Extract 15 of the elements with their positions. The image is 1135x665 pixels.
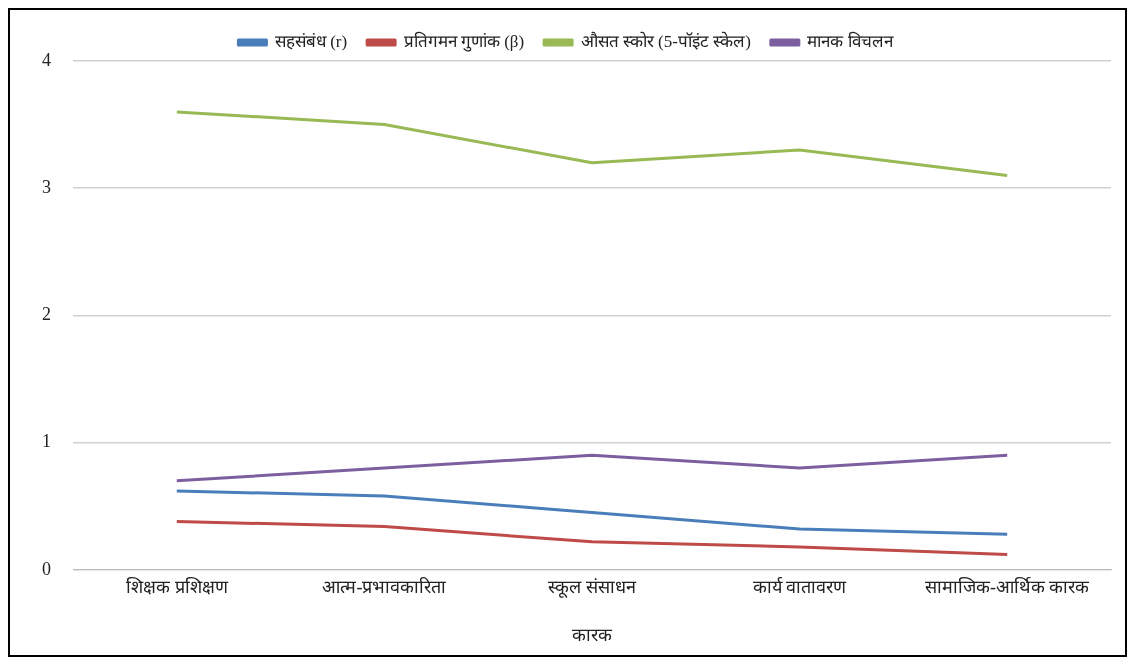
x-axis-title: कारक [572,624,613,645]
x-tick-label: कार्य वातावरण [752,576,848,598]
x-tick-label: शिक्षक प्रशिक्षण [126,576,229,598]
y-tick-label: 1 [42,431,51,452]
x-tick-label: सामाजिक-आर्थिक कारक [924,576,1091,598]
y-tick-label: 2 [42,304,51,325]
legend-label: सहसंबंध (r) [274,31,348,51]
x-tick-label: स्कूल संसाधन [548,577,637,599]
legend-label: औसत स्कोर (5-पॉइंट स्केल) [580,30,751,51]
y-tick-label: 4 [42,49,51,70]
legend-label: प्रतिगमन गुणांक (β) [403,30,525,52]
y-tick-label: 0 [42,558,51,579]
x-tick-label: आत्म-प्रभावकारिता [322,576,447,598]
y-tick-label: 3 [42,176,51,197]
legend-label: मानक विचलन [807,30,894,51]
